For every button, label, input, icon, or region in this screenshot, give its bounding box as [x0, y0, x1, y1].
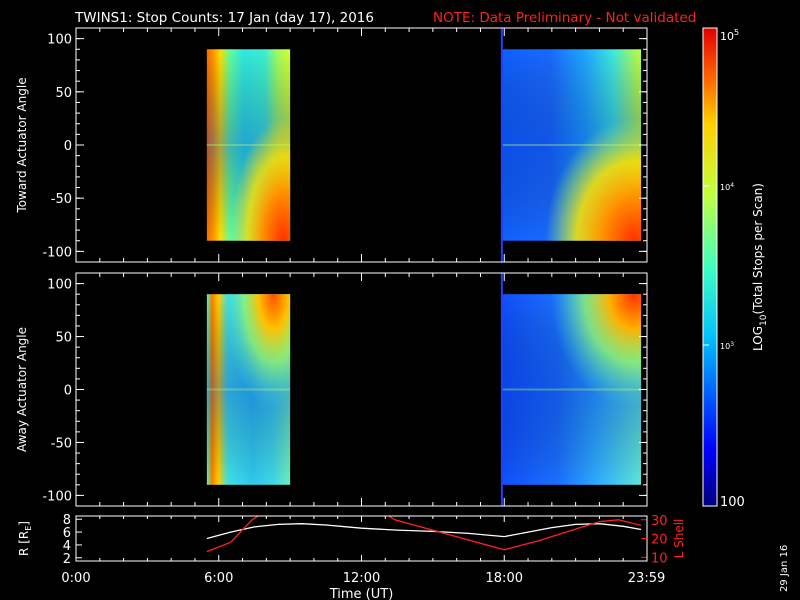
away-ytick-label: -100 [42, 489, 72, 504]
colorbar: 105 104 103 100 LOG10(Total Stops per Sc… [702, 27, 769, 510]
away-ylabel: Away Actuator Angle [15, 327, 29, 452]
colorbar-mid-label-1e3: 103 [720, 341, 734, 351]
toward-ytick-label: 0 [64, 139, 72, 154]
colorbar-scale [702, 27, 718, 507]
lshell-ylabel: L Shell [672, 519, 686, 559]
away-angle-panel: 100 50 0 -50 -100 Away Actuator Angle [15, 272, 648, 507]
toward-ylabel: Toward Actuator Angle [15, 77, 29, 213]
radius-ytick-label: 6 [63, 526, 71, 541]
colorbar-top-label: 105 [720, 28, 739, 43]
toward-angle-panel: 100 50 0 -50 -100 Toward Actuator Angle [15, 27, 648, 263]
time-xtick-label: 23:59 [628, 571, 665, 586]
toward-heatmap-hotspot-1 [206, 49, 291, 241]
lshell-series-line [206, 516, 642, 553]
lshell-ytick-label: 10 [651, 551, 668, 566]
away-heatmap-hotspot-1 [206, 294, 291, 485]
toward-ytick-label: 50 [55, 86, 72, 101]
away-ytick-label: 50 [55, 331, 72, 346]
date-stamp: 29 Jan 16 [779, 545, 790, 592]
radius-ylabel: R [RE] [17, 521, 33, 556]
toward-heatmap-hotspot-2 [501, 49, 642, 241]
radius-ytick-label: 8 [63, 513, 71, 528]
chart-title: TWINS1: Stop Counts: 17 Jan (day 17), 20… [74, 10, 374, 26]
away-ytick-label: 100 [47, 278, 72, 293]
time-xlabel: Time (UT) [329, 587, 394, 600]
ephemeris-plot-frame [75, 515, 648, 562]
lshell-ytick-label: 30 [651, 514, 668, 529]
colorbar-bottom-label: 100 [720, 495, 745, 510]
away-ytick-label: 0 [64, 384, 72, 399]
preliminary-note: NOTE: Data Preliminary - Not validated [433, 10, 696, 26]
lshell-ytick-label: 20 [651, 533, 668, 548]
away-ytick-label: -50 [51, 436, 72, 451]
toward-ytick-label: -100 [42, 245, 72, 260]
toward-ytick-label: 100 [47, 33, 72, 48]
away-heatmap-hotspot-2 [501, 294, 642, 485]
toward-ytick-label: -50 [51, 192, 72, 207]
colorbar-axis-label: LOG10(Total Stops per Scan) [751, 183, 769, 351]
time-xtick-label: 18:00 [486, 571, 523, 586]
radius-ytick-label: 2 [63, 552, 71, 567]
colorbar-mid-label-1e4: 104 [720, 182, 734, 192]
time-xtick-label: 0:00 [61, 571, 90, 586]
time-xtick-label: 6:00 [204, 571, 233, 586]
time-xtick-label: 12:00 [343, 571, 380, 586]
radius-series-line [206, 523, 642, 540]
radius-ytick-label: 4 [63, 539, 71, 554]
